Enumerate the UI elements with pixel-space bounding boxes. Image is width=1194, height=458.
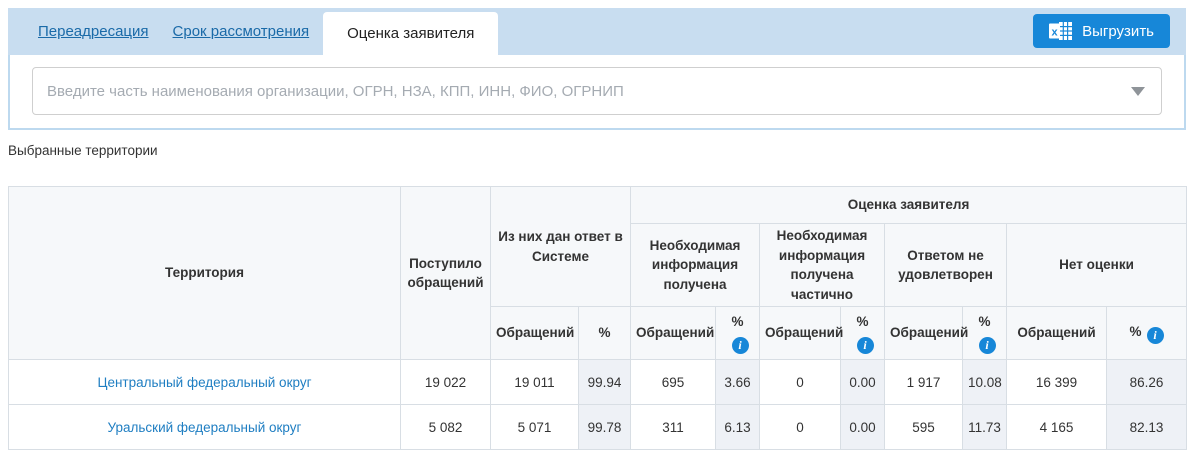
cell-info-received-requests: 695 <box>630 359 716 406</box>
cell-territory: Уральский федеральный округ <box>8 404 401 451</box>
info-icon[interactable]: i <box>856 337 874 355</box>
table-row: Центральный федеральный округ 19 022 19 … <box>8 359 1188 406</box>
svg-text:x: x <box>1052 27 1059 39</box>
cell-answered-requests: 19 011 <box>490 359 579 406</box>
organization-search-input[interactable] <box>32 67 1162 115</box>
cell-received: 5 082 <box>400 404 491 451</box>
cell-no-rating-requests: 4 165 <box>1006 404 1107 451</box>
cell-answered-requests: 5 071 <box>490 404 579 451</box>
subcolumn-requests: Обращений <box>759 306 843 361</box>
table-header: Территория Поступило обращений Из них да… <box>8 185 1188 361</box>
cell-info-partial-percent: 0.00 <box>840 359 885 406</box>
cell-info-partial-requests: 0 <box>759 404 841 451</box>
percent-label: % <box>731 314 744 330</box>
subcolumn-requests: Обращений <box>490 306 579 361</box>
subcolumn-percent: %i <box>840 306 885 361</box>
cell-answered-percent: 99.78 <box>578 404 631 451</box>
subcolumn-percent: %i <box>962 306 1007 361</box>
percent-label: % <box>1129 324 1142 340</box>
export-button[interactable]: x Выгрузить <box>1033 14 1170 48</box>
column-header-territory: Территория <box>8 185 401 361</box>
organization-select <box>32 67 1162 115</box>
cell-info-received-requests: 311 <box>630 404 716 451</box>
table-body: Центральный федеральный округ 19 022 19 … <box>8 359 1188 451</box>
tab-ocenka-zayavitelya[interactable]: Оценка заявителя <box>323 12 499 55</box>
territory-link[interactable]: Уральский федеральный округ <box>107 419 302 435</box>
organization-filter-panel <box>8 55 1186 130</box>
column-group-applicant-rating: Оценка заявителя <box>629 186 1188 224</box>
cell-info-received-percent: 6.13 <box>715 404 760 451</box>
column-group-not-satisfied: Ответом не удовлетворен <box>884 222 1007 308</box>
excel-icon: x <box>1049 21 1073 41</box>
cell-not-satisfied-requests: 595 <box>884 404 963 451</box>
tab-bar: Переадресация Срок рассмотрения Оценка з… <box>8 8 1186 55</box>
info-icon[interactable]: i <box>731 337 749 355</box>
subcolumn-percent: %i <box>715 306 760 361</box>
cell-no-rating-percent: 86.26 <box>1105 359 1188 406</box>
column-header-received: Поступило обращений <box>400 185 491 361</box>
cell-no-rating-percent: 82.13 <box>1105 404 1188 451</box>
subcolumn-percent: % <box>578 306 631 361</box>
percent-label: % <box>856 314 869 330</box>
column-group-no-rating: Нет оценки <box>1005 222 1188 308</box>
tab-pereadresaciya[interactable]: Переадресация <box>38 23 149 40</box>
cell-received: 19 022 <box>400 359 491 406</box>
cell-not-satisfied-percent: 10.08 <box>962 359 1007 406</box>
cell-not-satisfied-requests: 1 917 <box>884 359 963 406</box>
chevron-down-icon[interactable] <box>1131 87 1145 96</box>
cell-info-received-percent: 3.66 <box>715 359 760 406</box>
subcolumn-requests: Обращений <box>1006 306 1107 361</box>
cell-info-partial-requests: 0 <box>759 359 841 406</box>
subcolumn-requests: Обращений <box>884 306 968 361</box>
column-group-answered-in-system: Из них дан ответ в Системе <box>490 185 631 308</box>
territories-report-table: Территория Поступило обращений Из них да… <box>8 185 1188 451</box>
info-icon[interactable]: i <box>1146 327 1164 345</box>
cell-info-partial-percent: 0.00 <box>840 404 885 451</box>
info-icon[interactable]: i <box>978 337 996 355</box>
cell-answered-percent: 99.94 <box>578 359 631 406</box>
subcolumn-requests: Обращений <box>630 306 716 361</box>
selected-territories-label: Выбранные территории <box>8 143 158 158</box>
cell-not-satisfied-percent: 11.73 <box>962 404 1007 451</box>
column-group-info-partial: Необходимая информация получена частично <box>759 222 885 308</box>
column-group-info-received: Необходимая информация получена <box>630 222 760 308</box>
table-row: Уральский федеральный округ 5 082 5 071 … <box>8 404 1188 451</box>
cell-territory: Центральный федеральный округ <box>8 359 401 406</box>
tab-srok-rassmotreniya[interactable]: Срок рассмотрения <box>172 23 310 40</box>
territory-link[interactable]: Центральный федеральный округ <box>97 374 312 390</box>
export-button-label: Выгрузить <box>1082 22 1154 40</box>
percent-label: % <box>978 314 991 330</box>
cell-no-rating-requests: 16 399 <box>1006 359 1107 406</box>
subcolumn-percent: %i <box>1105 306 1188 361</box>
